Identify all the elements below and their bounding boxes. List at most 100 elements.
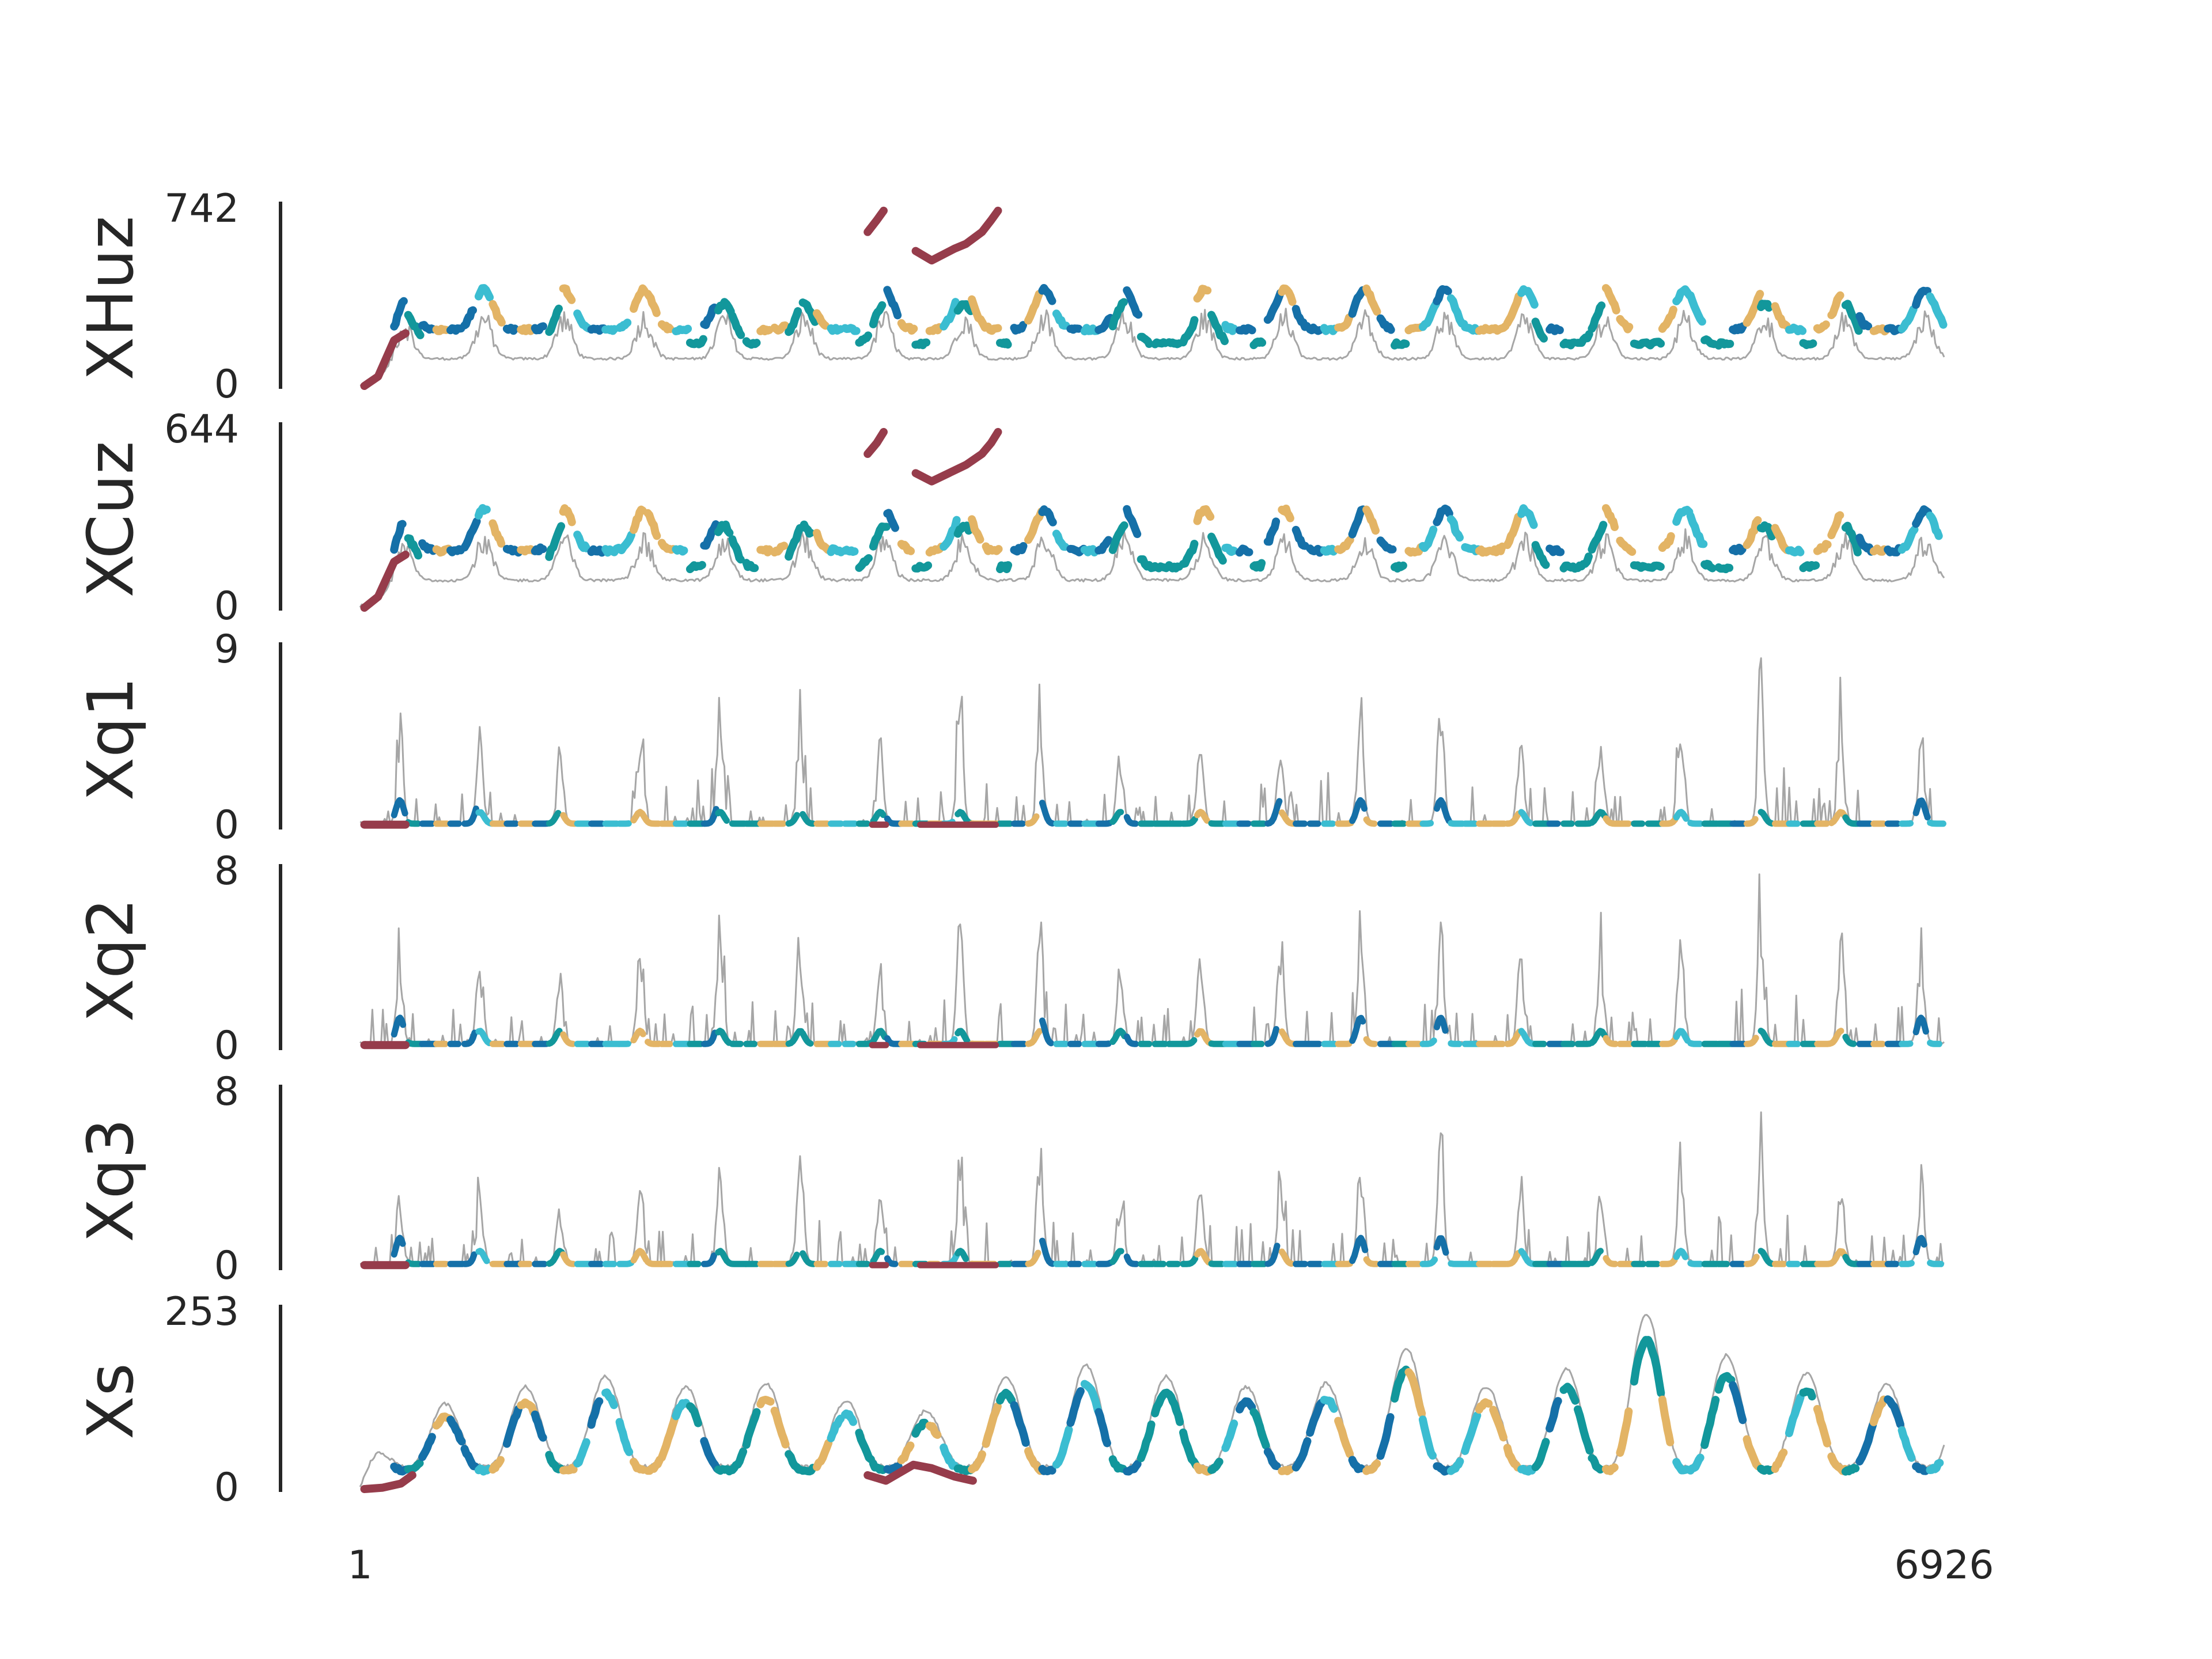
state-segment-xcuz-31 bbox=[827, 544, 845, 556]
state-segment-xq3-40 bbox=[955, 1248, 969, 1262]
y-tick-max-xcuz: 644 bbox=[164, 407, 239, 452]
panel-xq3: Xq3 0 8 bbox=[74, 1069, 1945, 1289]
state-segment-xs-103 bbox=[1841, 1464, 1860, 1476]
state-segment-xs-76 bbox=[1461, 1411, 1482, 1455]
state-segment-xs-2 bbox=[418, 1433, 436, 1461]
state-segment-xq2-80 bbox=[1518, 1028, 1538, 1047]
state-segment-xs-24 bbox=[728, 1447, 748, 1475]
state-segment-xhuz-58 bbox=[1207, 310, 1229, 346]
state-segment-xq1-50 bbox=[1095, 820, 1113, 827]
state-segment-xq2-51 bbox=[1109, 1028, 1128, 1045]
state-segment-xq2-79 bbox=[1504, 1028, 1522, 1047]
state-segment-xhuz-59 bbox=[1221, 321, 1238, 335]
state-segment-xhuz-63 bbox=[1278, 284, 1297, 306]
state-segment-xs-88 bbox=[1630, 1336, 1650, 1386]
state-segment-xcuz-92 bbox=[1686, 512, 1708, 548]
state-segment-xq3-69 bbox=[1363, 1256, 1380, 1267]
state-segment-xcuz-87 bbox=[1616, 536, 1637, 556]
state-segment-xhuz-37 bbox=[911, 338, 931, 350]
state-segment-xs-49 bbox=[1080, 1380, 1102, 1414]
state-segment-xhuz-98 bbox=[1771, 302, 1791, 330]
state-segment-xq2-28 bbox=[785, 1028, 805, 1047]
state-segment-xs-68 bbox=[1348, 1456, 1365, 1474]
state-segment-xhuz-24 bbox=[728, 311, 745, 339]
state-segment-xs-61 bbox=[1249, 1408, 1270, 1450]
state-segment-xs-30 bbox=[813, 1439, 833, 1471]
observed-series-xq2 bbox=[359, 873, 1945, 1045]
state-segment-xs-22 bbox=[700, 1437, 721, 1473]
state-segment-xq1-52 bbox=[1123, 814, 1139, 827]
state-segment-xhuz-2 bbox=[418, 321, 437, 334]
state-segment-xs-15 bbox=[601, 1388, 618, 1410]
state-segment-xq3-63 bbox=[1278, 1248, 1295, 1267]
state-segment-xhuz-67 bbox=[1334, 313, 1353, 332]
state-segment-xq1-68 bbox=[1349, 797, 1368, 824]
state-segment-xhuz-19 bbox=[657, 320, 675, 334]
state-segment-xhuz-66 bbox=[1320, 324, 1339, 335]
state-segment-xq1-69 bbox=[1363, 816, 1378, 827]
state-segment-xcuz-95 bbox=[1729, 543, 1747, 555]
state-segment-xhuz-74 bbox=[1433, 285, 1452, 305]
state-segment-xhuz-76 bbox=[1461, 323, 1482, 335]
state-segment-xs-26 bbox=[756, 1396, 775, 1408]
state-segment-xcuz-6 bbox=[474, 504, 491, 520]
state-segment-xs-13 bbox=[573, 1438, 590, 1468]
state-segment-xhuz-108 bbox=[1912, 286, 1931, 309]
y-tick-min-xq2: 0 bbox=[214, 1023, 239, 1069]
state-segment-xcuz-12 bbox=[559, 504, 576, 527]
state-segment-xq3-16 bbox=[616, 1259, 635, 1267]
outlier-segment-xcuz-1 bbox=[911, 427, 1002, 486]
state-segment-xs-58 bbox=[1207, 1457, 1224, 1474]
state-segment-xq3-56 bbox=[1180, 1255, 1199, 1267]
state-segment-xhuz-32 bbox=[841, 324, 861, 335]
state-segment-xs-38 bbox=[925, 1422, 942, 1439]
state-segment-xs-36 bbox=[897, 1441, 915, 1464]
state-segment-xq3-5 bbox=[461, 1251, 478, 1267]
state-segment-xhuz-44 bbox=[1010, 321, 1027, 335]
y-tick-max-xq2: 8 bbox=[214, 849, 239, 894]
state-segment-xhuz-12 bbox=[559, 284, 576, 304]
state-segment-xcuz-0 bbox=[390, 520, 407, 554]
state-segment-xcuz-55 bbox=[1165, 561, 1183, 573]
state-segment-xq2-62 bbox=[1264, 1026, 1279, 1047]
state-segment-xs-65 bbox=[1306, 1399, 1325, 1437]
state-segment-xcuz-4 bbox=[446, 545, 465, 556]
state-segment-xcuz-28 bbox=[785, 524, 804, 561]
state-segment-xq1-63 bbox=[1278, 809, 1297, 827]
observed-series-xq1 bbox=[359, 657, 1945, 825]
state-segment-xcuz-73 bbox=[1418, 525, 1438, 552]
state-segment-xq2-1 bbox=[405, 1039, 425, 1047]
state-segment-xcuz-19 bbox=[657, 539, 677, 554]
state-segment-xq1-12 bbox=[560, 812, 578, 827]
state-segment-xcuz-88 bbox=[1630, 561, 1649, 572]
state-segment-xhuz-79 bbox=[1503, 292, 1523, 328]
state-segment-xs-33 bbox=[855, 1429, 875, 1464]
state-segment-xq3-96 bbox=[1744, 1253, 1760, 1267]
observed-series-xhuz bbox=[359, 308, 1945, 387]
state-segment-xq3-17 bbox=[630, 1248, 650, 1264]
state-segment-xcuz-102 bbox=[1827, 511, 1844, 540]
state-segment-xq3-45 bbox=[1025, 1249, 1041, 1267]
state-segment-xs-9 bbox=[517, 1398, 538, 1417]
state-segment-xs-92 bbox=[1686, 1453, 1705, 1475]
state-segment-xq2-17 bbox=[630, 1028, 646, 1044]
state-segment-xq3-102 bbox=[1828, 1248, 1848, 1267]
observed-series-xq3 bbox=[359, 1111, 1945, 1265]
state-segment-xs-32 bbox=[841, 1409, 858, 1426]
state-segment-xcuz-33 bbox=[855, 554, 873, 572]
state-segment-xhuz-70 bbox=[1376, 314, 1395, 334]
state-segment-xq2-52 bbox=[1123, 1033, 1139, 1047]
state-segment-xs-50 bbox=[1094, 1408, 1111, 1448]
state-segment-xq2-29 bbox=[800, 1030, 814, 1047]
state-segment-xcuz-83 bbox=[1559, 561, 1579, 573]
state-segment-xs-81 bbox=[1531, 1438, 1550, 1471]
state-segment-xcuz-104 bbox=[1855, 533, 1876, 556]
state-segment-xq1-58 bbox=[1208, 820, 1226, 827]
state-segment-xhuz-92 bbox=[1686, 291, 1706, 326]
outlier-segment-xcuz-0 bbox=[863, 427, 888, 458]
state-segment-xhuz-21 bbox=[685, 335, 707, 349]
state-segment-xhuz-29 bbox=[798, 298, 819, 326]
state-segment-xhuz-14 bbox=[587, 324, 608, 335]
